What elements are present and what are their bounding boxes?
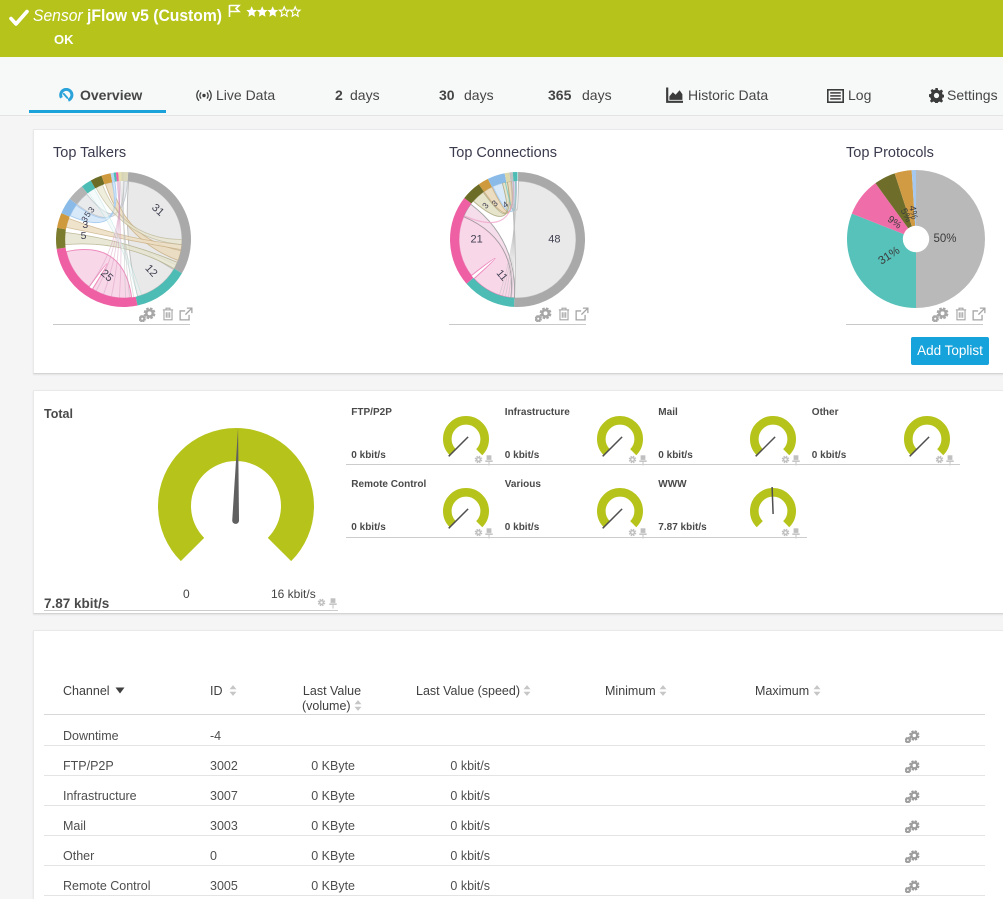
svg-text:3: 3	[490, 197, 500, 208]
svg-text:3: 3	[82, 219, 88, 231]
svg-text:5: 5	[82, 209, 93, 219]
svg-text:3: 3	[79, 214, 90, 224]
svg-text:5: 5	[80, 230, 86, 242]
svg-text:3: 3	[480, 200, 491, 210]
svg-text:50%: 50%	[933, 233, 956, 245]
svg-text:3: 3	[85, 204, 96, 214]
svg-text:48: 48	[549, 233, 561, 245]
svg-text:4: 4	[501, 198, 511, 209]
svg-text:21: 21	[471, 233, 483, 245]
svg-text:4%: 4%	[906, 205, 920, 221]
